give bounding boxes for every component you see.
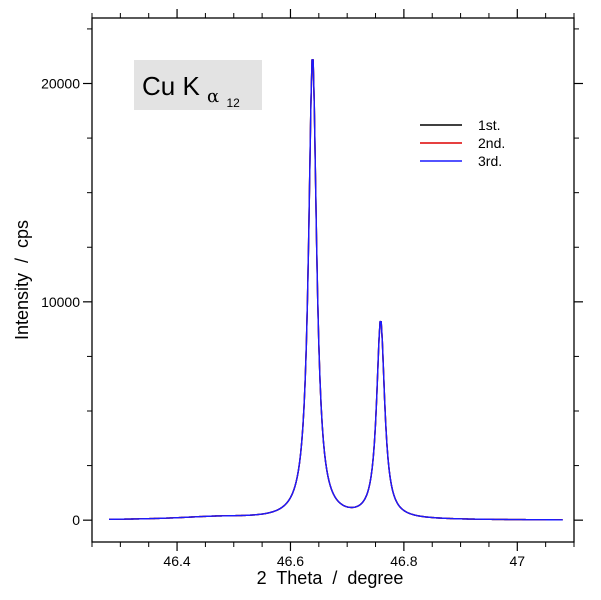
x-tick-label: 46.8 bbox=[390, 553, 417, 569]
legend: 1st. 2nd. 3rd. bbox=[420, 117, 505, 169]
y-tick-label: 0 bbox=[72, 512, 80, 528]
annotation-main: Cu K bbox=[142, 71, 200, 101]
y-axis-ticks: 0 10000 20000 bbox=[41, 76, 583, 528]
y-axis-label: Intensity / cps bbox=[12, 220, 32, 340]
y-tick-label: 20000 bbox=[41, 76, 80, 92]
x-tick-label: 46.4 bbox=[163, 553, 190, 569]
y-tick-label: 10000 bbox=[41, 294, 80, 310]
annotation-subsub: 12 bbox=[226, 96, 240, 110]
x-tick-label: 46.6 bbox=[277, 553, 304, 569]
series-line-3 bbox=[109, 59, 563, 521]
legend-label: 2nd. bbox=[478, 135, 505, 151]
element-annotation: Cu K α 12 bbox=[134, 60, 262, 110]
plot-frame bbox=[91, 17, 575, 543]
x-axis-label: 2 Theta / degree bbox=[257, 568, 404, 588]
legend-label: 1st. bbox=[478, 117, 501, 133]
annotation-sub: α bbox=[207, 86, 219, 107]
minor-ticks bbox=[87, 13, 579, 547]
series-lines bbox=[109, 59, 563, 521]
legend-label: 3rd. bbox=[478, 153, 502, 169]
annotation-box bbox=[134, 60, 262, 110]
x-axis-ticks: 46.4 46.6 46.8 47 bbox=[163, 9, 525, 569]
x-tick-label: 47 bbox=[510, 553, 526, 569]
svg-text:Cu K α 12: Cu K α 12 bbox=[142, 71, 240, 110]
